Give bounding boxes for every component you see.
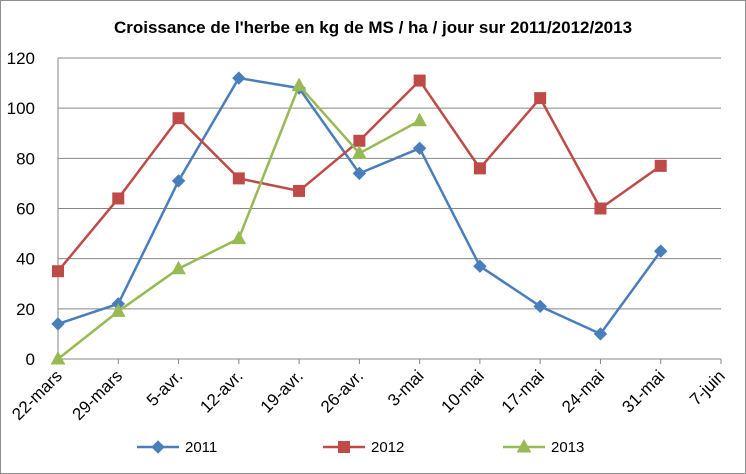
data-point-2012 (413, 74, 426, 87)
data-point-2013 (352, 145, 367, 159)
x-tick-label: 22-mars (8, 366, 66, 424)
x-tick-label: 24-mai (558, 366, 608, 416)
x-tick-label: 12-avr. (196, 366, 246, 416)
legend: 2011 2012 2013 (137, 438, 584, 456)
data-point-2011 (473, 259, 487, 273)
series-layer (50, 71, 668, 365)
series-2013 (50, 77, 427, 365)
data-point-2012 (52, 265, 64, 278)
y-tick-label: 60 (16, 200, 35, 219)
legend-marker (516, 438, 532, 453)
axis-layer: 0 20 40 60 80 100 120 22-mars 29-mars 5-avr. 12-av… (7, 49, 729, 424)
legend-entry-2011: 2011 (137, 439, 217, 456)
legend-label: 2012 (371, 439, 404, 456)
data-point-2012 (112, 192, 125, 205)
data-point-2013 (412, 112, 427, 127)
data-point-2012 (654, 159, 667, 172)
series-2012 (52, 74, 667, 278)
x-tick-label: 17-mai (498, 366, 548, 416)
data-point-2011 (171, 174, 186, 188)
x-tick-label: 31-mai (618, 366, 668, 416)
y-tick-label: 0 (26, 350, 35, 369)
data-point-2011 (352, 166, 367, 181)
legend-marker (338, 441, 350, 453)
x-tick-label: 26-avr. (317, 366, 367, 416)
x-tick-label: 5-avr. (143, 366, 187, 410)
data-point-2012 (232, 172, 245, 185)
y-tick-label: 120 (7, 49, 35, 68)
data-point-2011 (533, 299, 547, 314)
data-point-2013 (231, 230, 247, 245)
data-point-2013 (110, 303, 126, 317)
data-point-2012 (353, 134, 366, 147)
y-tick-label: 100 (7, 99, 35, 118)
series-line-2011 (57, 76, 662, 336)
data-point-2012 (293, 184, 306, 197)
x-tick-label: 10-mai (438, 366, 488, 416)
x-tick-label: 19-avr. (257, 366, 307, 416)
y-tick-label: 80 (16, 149, 35, 168)
legend-entry-2012: 2012 (323, 439, 404, 456)
data-point-2011 (593, 327, 608, 341)
grid-layer (58, 57, 721, 310)
data-point-2012 (594, 202, 607, 215)
legend-marker (151, 440, 165, 454)
data-point-2011 (51, 317, 65, 331)
data-point-2012 (172, 112, 185, 125)
data-point-2011 (232, 71, 246, 85)
data-point-2011 (412, 141, 427, 156)
data-point-2012 (534, 92, 547, 105)
data-point-2013 (171, 260, 186, 275)
series-line-2013 (57, 84, 421, 360)
legend-label: 2011 (185, 439, 217, 456)
chart-title: Croissance de l'herbe en kg de MS / ha /… (114, 18, 632, 37)
x-tick-label: 3-mai (384, 366, 427, 409)
legend-label: 2013 (551, 439, 584, 456)
data-point-2013 (50, 350, 66, 365)
y-tick-label: 20 (16, 300, 35, 319)
series-2011 (51, 71, 668, 341)
data-point-2012 (473, 162, 486, 175)
data-point-2011 (654, 244, 668, 258)
x-tick-label: 7-juin (686, 366, 729, 409)
y-tick-label: 40 (16, 250, 35, 269)
x-tick-label: 29-mars (69, 366, 127, 424)
data-point-2013 (291, 77, 307, 92)
legend-entry-2013: 2013 (503, 438, 584, 456)
